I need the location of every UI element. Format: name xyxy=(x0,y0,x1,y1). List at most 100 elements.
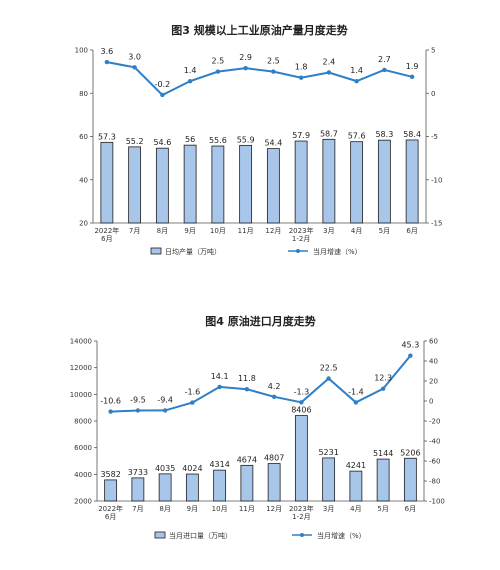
x-tick-label: 4月 xyxy=(350,505,361,513)
right-tick-label: 60 xyxy=(429,338,438,346)
bar xyxy=(294,140,308,224)
right-tick-label: -10 xyxy=(431,176,442,184)
bar xyxy=(183,144,197,224)
x-tick-label: 9月 xyxy=(187,505,198,513)
x-tick-label: 8月 xyxy=(157,227,168,235)
legend-line-marker xyxy=(300,533,304,537)
bar xyxy=(185,473,199,502)
bar-value-label: 57.6 xyxy=(348,132,366,141)
x-tick-label: 6月 xyxy=(105,513,116,521)
line-value-label: -1.4 xyxy=(348,387,364,396)
line-point xyxy=(244,387,250,392)
left-tick-label: 8000 xyxy=(74,418,92,426)
x-tick-label: 12月 xyxy=(266,505,282,513)
x-tick-label: 5月 xyxy=(379,227,390,235)
line-point xyxy=(326,376,331,381)
bar-value-label: 58.4 xyxy=(403,130,421,139)
right-tick-label: -5 xyxy=(431,133,438,141)
bar xyxy=(128,146,142,224)
line-value-label: 2.7 xyxy=(378,55,391,64)
line-point xyxy=(271,394,277,399)
right-tick-label: -15 xyxy=(431,220,442,228)
bar-value-label: 55.9 xyxy=(237,135,255,144)
line-value-label: 4.2 xyxy=(268,382,281,391)
line-point xyxy=(353,400,359,405)
line-point xyxy=(299,400,304,405)
left-tick-label: 12000 xyxy=(70,364,92,372)
right-tick-label: -20 xyxy=(429,418,440,426)
x-tick-label: 6月 xyxy=(406,227,417,235)
x-tick-label: 4月 xyxy=(351,227,362,235)
legend-line-marker xyxy=(296,249,300,253)
right-tick-label: 20 xyxy=(429,378,438,386)
right-tick-label: -60 xyxy=(429,458,440,466)
line-value-label: 2.5 xyxy=(267,57,280,66)
x-tick-label: 10月 xyxy=(210,227,226,235)
line-point xyxy=(380,386,386,391)
right-tick-label: 5 xyxy=(431,47,435,55)
left-tick-label: 6000 xyxy=(74,444,92,452)
line-value-label: -9.5 xyxy=(130,396,146,405)
line-value-label: -1.6 xyxy=(185,388,201,397)
x-tick-label: 8月 xyxy=(159,505,170,513)
bar-value-label: 3582 xyxy=(100,470,120,479)
right-tick-label: 0 xyxy=(429,398,433,406)
bar xyxy=(158,473,172,502)
bar xyxy=(294,415,308,502)
x-tick-label: 7月 xyxy=(129,227,140,235)
right-tick-label: 40 xyxy=(429,358,438,366)
legend-line-label: 当月增速（%） xyxy=(313,247,362,256)
bar xyxy=(240,464,254,502)
growth-line xyxy=(106,61,413,97)
x-tick-label: 12月 xyxy=(265,227,281,235)
bar-value-label: 58.3 xyxy=(375,130,393,139)
bar xyxy=(213,469,227,502)
line-value-label: 1.9 xyxy=(406,62,419,71)
line-value-label: 2.9 xyxy=(239,53,252,62)
line-point xyxy=(243,65,248,71)
line-value-label: 11.8 xyxy=(238,374,256,383)
x-tick-label: 2023年 xyxy=(289,504,314,513)
bar-value-label: 5231 xyxy=(318,448,338,457)
line-point xyxy=(162,408,168,413)
line-value-label: 1.4 xyxy=(184,66,197,75)
bar xyxy=(100,141,114,224)
line-point xyxy=(382,67,387,73)
bar-value-label: 4024 xyxy=(182,464,202,473)
right-tick-label: 0 xyxy=(431,90,435,98)
bar-value-label: 54.4 xyxy=(264,139,282,148)
line-point xyxy=(326,70,332,75)
x-tick-label: 1-2月 xyxy=(292,513,310,521)
bar xyxy=(405,139,419,224)
bar-value-label: 5206 xyxy=(400,448,420,457)
legend-bar-swatch xyxy=(150,247,162,255)
line-point xyxy=(190,400,195,405)
line-value-label: 1.4 xyxy=(350,66,363,75)
line-point xyxy=(108,409,113,414)
line-value-label: 22.5 xyxy=(320,364,338,373)
bar-value-label: 4241 xyxy=(346,461,366,470)
bar xyxy=(211,145,225,224)
line-point xyxy=(354,78,359,84)
bar xyxy=(131,477,145,502)
x-tick-label: 5月 xyxy=(377,505,388,513)
bar xyxy=(322,138,336,224)
bar xyxy=(403,457,417,502)
line-value-label: 2.5 xyxy=(212,57,225,66)
right-tick-label: -80 xyxy=(429,478,440,486)
line-point xyxy=(409,74,415,80)
line-value-label: 3.0 xyxy=(128,52,141,61)
left-tick-label: 60 xyxy=(79,133,88,141)
bar xyxy=(377,139,391,224)
x-tick-label: 11月 xyxy=(238,227,254,235)
bar-value-label: 5144 xyxy=(373,449,393,458)
x-tick-label: 9月 xyxy=(184,227,195,235)
bar-value-label: 4807 xyxy=(264,454,284,463)
bar-value-label: 55.2 xyxy=(126,137,144,146)
bar-value-label: 4035 xyxy=(155,464,175,473)
left-tick-label: 20 xyxy=(79,220,88,228)
left-tick-label: 40 xyxy=(79,176,88,184)
right-tick-label: -100 xyxy=(429,498,445,506)
line-point xyxy=(271,69,276,74)
